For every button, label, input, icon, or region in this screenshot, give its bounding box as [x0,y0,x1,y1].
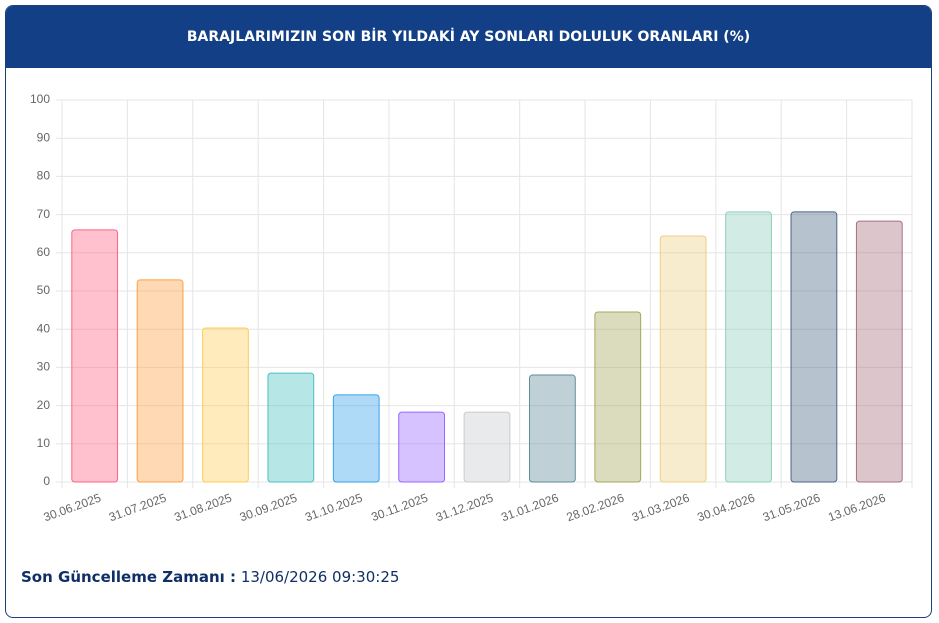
x-tick-label: 31.07.2025 [107,491,169,525]
chart: 0 10 20 30 40 50 60 70 80 90 100 30.06.2025 31.07.20… [30,92,913,525]
y-tick-label: 50 [37,283,51,297]
x-tick-label: 13.06.2026 [826,491,888,525]
x-tick-label: 30.11.2025 [369,491,430,525]
x-tick-label: 30.04.2026 [695,491,757,525]
bar [790,211,838,483]
x-tick-label: 30.09.2025 [238,491,300,525]
bar [659,235,707,483]
bar [71,229,119,483]
footer-label: Son Güncelleme Zamanı : [21,568,237,586]
bar [398,411,446,483]
x-tick-label: 31.01.2026 [499,491,561,525]
bar [267,372,315,483]
footer-value: 13/06/2026 09:30:25 [240,568,400,586]
y-tick-label: 30 [37,360,51,374]
y-tick-label: 100 [30,92,50,106]
bar [594,311,642,483]
x-tick-label: 31.08.2025 [172,491,234,525]
x-tick-label: 31.12.2025 [434,491,496,525]
bar [202,327,249,483]
y-tick-label: 90 [37,130,51,144]
card: BARAJLARIMIZIN SON BİR YILDAKİ AY SONLAR… [5,5,932,618]
bar [463,411,511,483]
bar [725,211,772,483]
x-tick-label: 31.05.2026 [761,491,823,525]
y-tick-label: 10 [37,436,51,450]
bar [332,394,380,483]
y-tick-label: 0 [43,474,50,488]
bar [855,220,903,483]
y-tick-label: 80 [37,169,51,183]
x-tick-label: 31.10.2025 [303,491,365,525]
y-tick-label: 60 [37,245,51,259]
bar [529,374,576,483]
y-tick-label: 70 [37,207,51,221]
y-tick-label: 20 [37,398,51,412]
bar [136,279,184,483]
x-tick-label: 30.06.2025 [42,491,104,525]
x-tick-label: 31.03.2026 [630,491,692,525]
x-tick-label: 28.02.2026 [565,491,627,525]
footer: Son Güncelleme Zamanı : 13/06/2026 09:30… [21,568,399,586]
y-tick-label: 40 [37,321,51,335]
chart-title: BARAJLARIMIZIN SON BİR YILDAKİ AY SONLAR… [6,6,931,68]
